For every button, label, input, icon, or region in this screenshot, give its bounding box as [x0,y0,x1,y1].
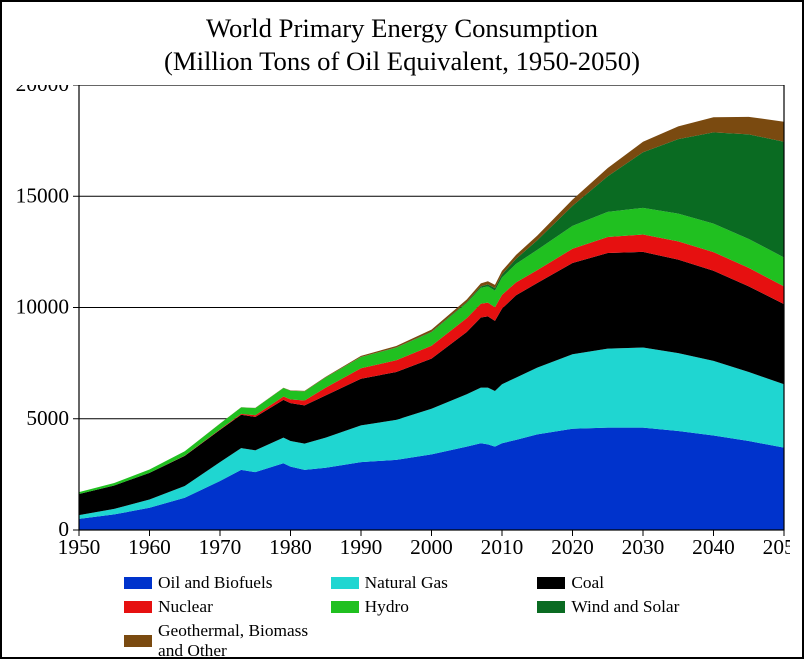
x-tick-label: 2050 [763,535,790,559]
x-tick-label: 2000 [410,535,453,559]
x-tick-label: 2020 [551,535,594,559]
y-tick-label: 5000 [26,405,69,429]
legend-label: Natural Gas [365,573,448,593]
legend-label: Oil and Biofuels [158,573,273,593]
x-tick-label: 2040 [692,535,735,559]
legend-swatch [124,601,152,613]
legend-swatch [124,635,152,647]
y-tick-label: 20000 [16,85,69,96]
title-line-1: World Primary Energy Consumption [14,12,790,45]
chart-frame: { "chart": { "type": "area-stacked", "ti… [0,0,804,659]
x-tick-label: 1990 [340,535,383,559]
chart-legend: Oil and Biofuels Natural Gas Coal Nuclear Hy… [124,573,744,661]
legend-swatch [331,601,359,613]
x-tick-label: 1980 [269,535,312,559]
legend-item: Coal [537,573,744,593]
legend-swatch [537,577,565,589]
legend-swatch [124,577,152,589]
x-tick-label: 2010 [481,535,524,559]
x-tick-label: 2030 [622,535,665,559]
legend-label: Wind and Solar [571,597,679,617]
title-line-2: (Million Tons of Oil Equivalent, 1950-20… [14,45,790,78]
x-tick-label: 1960 [128,535,171,559]
legend-swatch [331,577,359,589]
chart-plot: 1950196019701980199020002010202020302040… [14,85,790,565]
legend-item: Wind and Solar [537,597,744,617]
chart-svg: 1950196019701980199020002010202020302040… [14,85,790,565]
legend-item: Natural Gas [331,573,538,593]
legend-item: Oil and Biofuels [124,573,331,593]
legend-label: Coal [571,573,604,593]
y-tick-label: 15000 [16,183,69,207]
y-tick-label: 0 [58,517,69,541]
legend-item: Geothermal, Biomass and Other [124,621,331,661]
legend-label: Geothermal, Biomass and Other [158,621,331,661]
legend-item: Nuclear [124,597,331,617]
x-tick-label: 1970 [199,535,242,559]
y-tick-label: 10000 [16,294,69,318]
chart-title: World Primary Energy Consumption (Millio… [14,12,790,79]
legend-label: Nuclear [158,597,213,617]
legend-swatch [537,601,565,613]
legend-label: Hydro [365,597,409,617]
legend-item: Hydro [331,597,538,617]
